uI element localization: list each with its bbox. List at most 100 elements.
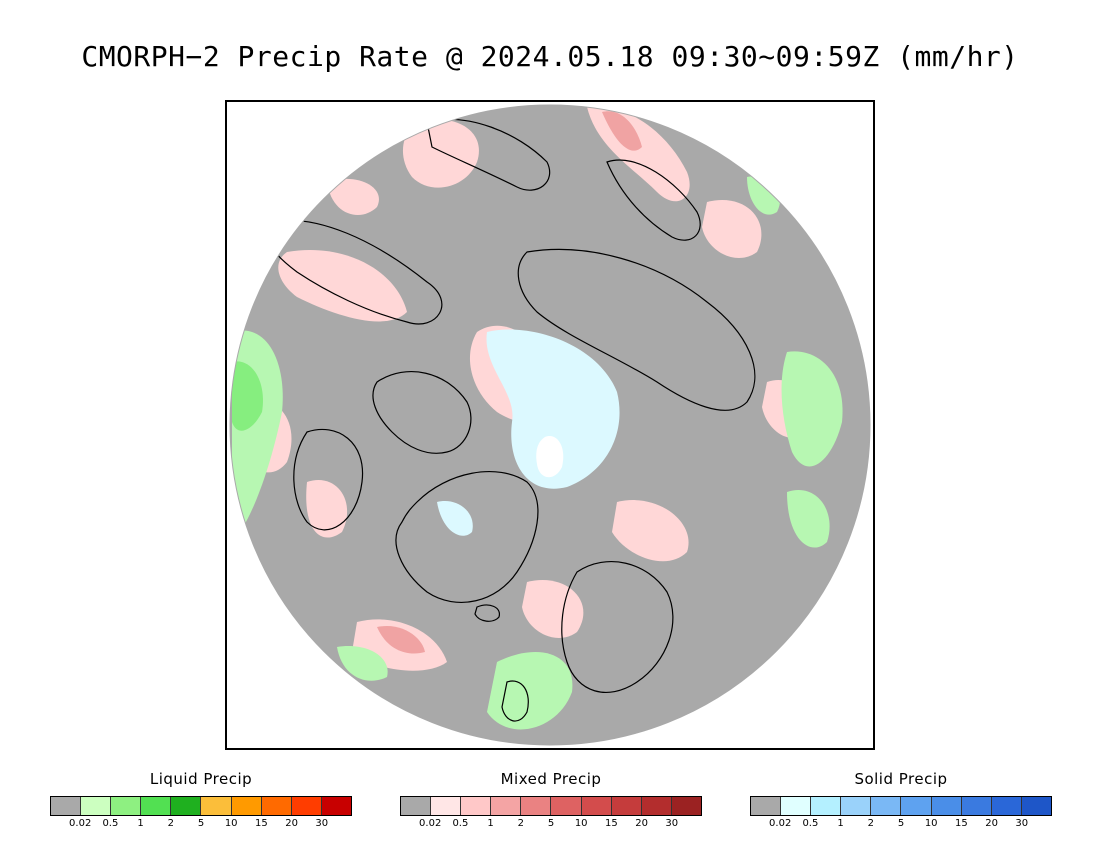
greenland-coastline: [395, 471, 539, 603]
chukotka-coastline: [606, 159, 701, 241]
legend-title: Solid Precip: [854, 770, 948, 788]
liquid-precip-patch: [787, 490, 830, 548]
colorbar-tick-label: 20: [985, 818, 998, 829]
colorbar-swatch: [641, 797, 672, 815]
colorbar-swatch: [581, 797, 612, 815]
colorbar-tick-label: 20: [285, 818, 298, 829]
mixed-precip-patch: [522, 580, 584, 638]
colorbar-swatch: [431, 797, 462, 815]
colorbar-swatch: [961, 797, 992, 815]
colorbar: [750, 796, 1052, 816]
colorbar: [50, 796, 352, 816]
colorbar-swatch: [81, 797, 112, 815]
hudson-bay-coastline: [293, 428, 364, 531]
canadian-archipelago-coastline: [372, 371, 472, 454]
colorbar-swatch: [261, 797, 292, 815]
colorbar-ticks: 0.02 0.5 1 2 5 10 15 20 30: [50, 818, 352, 832]
polar-precip-map: [229, 104, 871, 746]
colorbar-swatch: [521, 797, 552, 815]
colorbar-tick-label: 20: [635, 818, 648, 829]
colorbar-tick-label: 0.5: [452, 818, 469, 829]
eurasia-coastline: [517, 248, 756, 411]
colorbar-tick-label: 0.02: [769, 818, 792, 829]
colorbar-swatch: [321, 797, 351, 815]
colorbar-swatch: [781, 797, 812, 815]
colorbar-swatch: [751, 797, 782, 815]
mixed-precip-patch: [402, 119, 479, 188]
colorbar-swatch: [231, 797, 262, 815]
colorbar-swatch: [51, 797, 82, 815]
colorbar-tick-label: 15: [955, 818, 968, 829]
mixed-precip-patch: [377, 626, 425, 654]
colorbar-tick-label: 5: [547, 818, 555, 829]
map-title: CMORPH−2 Precip Rate @ 2024.05.18 09:30~…: [81, 40, 1019, 73]
colorbar-tick-label: 0.5: [802, 818, 819, 829]
colorbar-ticks: 0.02 0.5 1 2 5 10 15 20 30: [400, 818, 702, 832]
colorbar-tick-label: 2: [517, 818, 524, 829]
colorbar-swatch: [991, 797, 1022, 815]
mixed-precip-patch: [278, 250, 407, 322]
colorbar-tick-label: 2: [167, 818, 174, 829]
coastlines: [265, 118, 756, 722]
colorbar-tick-label: 30: [1015, 818, 1029, 829]
alaska-coastline: [426, 118, 551, 191]
colorbar-swatch: [171, 797, 202, 815]
colorbar-swatch: [871, 797, 902, 815]
colorbar-swatch: [611, 797, 642, 815]
north-america-coastline: [265, 219, 443, 325]
uk-coastline: [501, 680, 529, 722]
mixed-precip-patch: [702, 200, 762, 258]
colorbar-tick-label: 1: [137, 818, 144, 829]
colorbar: [400, 796, 702, 816]
colorbar-tick-label: 15: [255, 818, 268, 829]
iceland-coastline: [474, 604, 501, 622]
colorbar-tick-label: 15: [605, 818, 618, 829]
colorbar-tick-label: 10: [924, 818, 938, 829]
colorbar-tick-label: 0.02: [69, 818, 92, 829]
colorbar-swatch: [931, 797, 962, 815]
colorbar-swatch: [141, 797, 172, 815]
scandinavia-coastline: [561, 561, 674, 693]
colorbar-tick-label: 2: [867, 818, 874, 829]
liquid-precip-patch: [487, 652, 573, 730]
colorbar-tick-label: 1: [837, 818, 844, 829]
colorbar-ticks: 0.02 0.5 1 2 5 10 15 20 30: [750, 818, 1052, 832]
colorbar-tick-label: 0.02: [419, 818, 442, 829]
solid-precip-patch: [437, 501, 473, 536]
colorbar-tick-label: 30: [315, 818, 329, 829]
colorbar-tick-label: 10: [224, 818, 238, 829]
colorbar-tick-label: 5: [897, 818, 905, 829]
colorbar-swatch: [671, 797, 701, 815]
colorbar-swatch: [1021, 797, 1051, 815]
colorbar-swatch: [401, 797, 432, 815]
colorbar-swatch: [811, 797, 842, 815]
mixed-precip-patch: [327, 178, 379, 215]
liquid-precip-patch: [232, 361, 263, 431]
mixed-precip-patch: [612, 500, 689, 562]
colorbar-tick-label: 1: [487, 818, 494, 829]
colorbar-swatch: [901, 797, 932, 815]
legend-title: Liquid Precip: [149, 770, 253, 788]
precip-layer: [232, 106, 843, 730]
liquid-precip-patch: [337, 646, 388, 681]
colorbar-swatch: [841, 797, 872, 815]
colorbar-swatch: [111, 797, 142, 815]
legend-liquid-precip: Liquid Precip 0.02 0.5 1 2 5 10 15 20 30: [50, 770, 352, 832]
liquid-precip-patch: [781, 351, 843, 467]
colorbar-tick-label: 0.5: [102, 818, 119, 829]
colorbar-swatch: [291, 797, 322, 815]
colorbar-tick-label: 5: [197, 818, 205, 829]
legend-mixed-precip: Mixed Precip 0.02 0.5 1 2 5 10 15 20 30: [400, 770, 702, 832]
colorbar-tick-label: 10: [574, 818, 588, 829]
legend-solid-precip: Solid Precip 0.02 0.5 1 2 5 10 15 20 30: [750, 770, 1052, 832]
legend-title: Mixed Precip: [500, 770, 602, 788]
solid-precip-patch: [486, 329, 620, 489]
mixed-precip-patch: [602, 111, 642, 151]
colorbar-tick-label: 30: [665, 818, 679, 829]
polar-map-frame: [225, 100, 875, 750]
colorbar-swatch: [551, 797, 582, 815]
colorbar-swatch: [201, 797, 232, 815]
pole-data-gap: [536, 436, 564, 478]
colorbar-swatch: [461, 797, 492, 815]
colorbar-swatch: [491, 797, 522, 815]
